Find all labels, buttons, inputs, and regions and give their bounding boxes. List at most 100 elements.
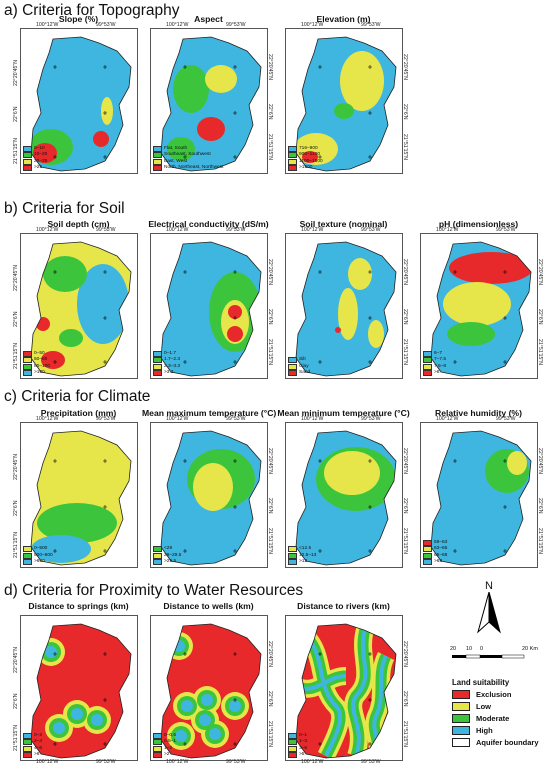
graticule-mark [233, 360, 237, 364]
coordinate-label: 22°20'45"N [402, 54, 408, 80]
map-zone [302, 151, 318, 163]
map-title: Aspect [194, 14, 223, 24]
legend-label: >1500 [299, 164, 313, 170]
legend-item: 0–1.7 [153, 351, 180, 358]
map-zone [228, 305, 242, 319]
map-panel: Distance to rivers (km) 0–1 1–3 3–5 >5 100°12… [277, 601, 410, 765]
aquifer-boundary [30, 241, 132, 377]
coordinate-label: 100°12'W [36, 759, 59, 765]
map-zone [193, 463, 233, 511]
map-frame: 0–0.5 0.5–1 1–2 >2 [150, 615, 268, 761]
coordinate-label: 99°53'W [96, 22, 116, 28]
map-zone [335, 327, 341, 333]
legend-label: 50–80 [34, 357, 48, 363]
graticule-mark [103, 698, 107, 702]
legend-label: >68 [434, 558, 443, 564]
graticule-mark [53, 652, 57, 656]
graticule-mark [183, 549, 187, 553]
graticule-mark [103, 742, 107, 746]
map-panel: Aspect Flat, South Southeast, Southwest Eas… [142, 14, 275, 174]
map-frame: 0–1 1–3 3–5 >5 [285, 615, 403, 761]
map-title: Distance to wells (km) [163, 601, 254, 611]
legend-item: 1100–1500 [288, 159, 323, 165]
coordinate-label: 22°6'N [267, 691, 273, 707]
buffer-zone [201, 694, 213, 706]
legend-item: 7.5–8 [423, 364, 446, 370]
graticule-mark [53, 65, 57, 69]
graticule-mark [368, 549, 372, 553]
graticule-mark [503, 549, 507, 553]
coordinate-label: 22°6'N [267, 498, 273, 514]
legend-swatch [288, 363, 297, 370]
legend-label: 29–29.5 [164, 552, 182, 558]
graticule-mark [368, 459, 372, 463]
graticule-mark [53, 270, 57, 274]
legend-swatch [153, 552, 162, 559]
coordinate-label: 22°20'45"N [267, 54, 273, 80]
map-zone [348, 258, 372, 290]
coordinate-label: 22°6'N [13, 311, 19, 327]
legend-swatch [288, 357, 297, 364]
map-panel: Soil depth (cm) 0–50 50–80 80–100 >100 100°12… [12, 219, 145, 379]
legend-item: 0–0.5 [153, 733, 176, 740]
legend-label: <12.5 [299, 546, 312, 552]
legend-swatch [23, 351, 32, 358]
coordinate-label: 22°6'N [267, 309, 273, 325]
map-graphic [30, 36, 132, 172]
buffer-zone [53, 722, 65, 734]
legend-swatch [23, 745, 32, 752]
map-zone [507, 451, 527, 475]
legend-swatch [288, 369, 297, 376]
coordinate-label: 100°12'W [36, 227, 59, 233]
graticule-mark [103, 652, 107, 656]
graticule-mark [368, 742, 372, 746]
coordinate-label: 22°6'N [13, 500, 19, 516]
graticule-mark [368, 316, 372, 320]
coordinate-label: 22°20'45"N [13, 60, 19, 86]
map-zone [227, 326, 243, 342]
map-legend: 0–1 1–3 3–5 >5 [288, 733, 307, 758]
legend-label: 6–7 [434, 351, 443, 357]
map-title: Relative humidity (%) [435, 408, 522, 418]
coordinate-label: 22°20'45"N [267, 259, 273, 285]
legend-item: 0–500 [23, 546, 53, 553]
graticule-mark [53, 155, 57, 159]
graticule-mark [103, 316, 107, 320]
map-zone [101, 97, 113, 125]
map-title: Precipitation (mm) [40, 408, 117, 418]
legend-label: 0–1.7 [164, 351, 177, 357]
graticule-mark [368, 505, 372, 509]
graticule-mark [453, 270, 457, 274]
map-zone [443, 282, 511, 326]
legend-swatch [288, 552, 297, 559]
graticule-mark [103, 65, 107, 69]
coordinate-label: 99°53'W [226, 22, 246, 28]
legend-item: Aquifer boundary [452, 738, 547, 747]
map-graphic [160, 241, 262, 377]
legend-label: North, Northeast, Northwest [164, 164, 224, 170]
legend-label: Clay [299, 363, 309, 369]
map-legend: Flat, South Southeast, Southwest East, Wes… [153, 146, 223, 171]
map-zone [447, 322, 495, 346]
coordinate-label: 21°51'15"N [402, 339, 408, 365]
scale-bar-graphic [452, 654, 525, 659]
graticule-mark [103, 360, 107, 364]
aquifer-boundary [30, 430, 132, 566]
coordinate-label: 22°6'N [402, 104, 408, 120]
aquifer-boundary [160, 36, 262, 172]
map-title: Soil depth (cm) [47, 219, 110, 229]
map-panel: pH (dimensionless) 6–7 7–7.5 7.5–8 >8 100°12'… [412, 219, 545, 379]
legend-item: 6–7 [423, 351, 446, 358]
map-graphic [295, 36, 397, 172]
legend-label: 4–6 [34, 745, 43, 751]
graticule-mark [503, 360, 507, 364]
coordinate-label: 100°12'W [436, 227, 459, 233]
legend-swatch [288, 558, 297, 565]
map-zone [167, 137, 195, 161]
legend-swatch [23, 357, 32, 364]
map-frame: 0–10 10–20 20–25 >25 [20, 28, 138, 174]
legend-item: 80–100 [23, 364, 50, 370]
legend-swatch [288, 158, 297, 165]
graticule-mark [233, 111, 237, 115]
aquifer-boundary [430, 241, 532, 377]
